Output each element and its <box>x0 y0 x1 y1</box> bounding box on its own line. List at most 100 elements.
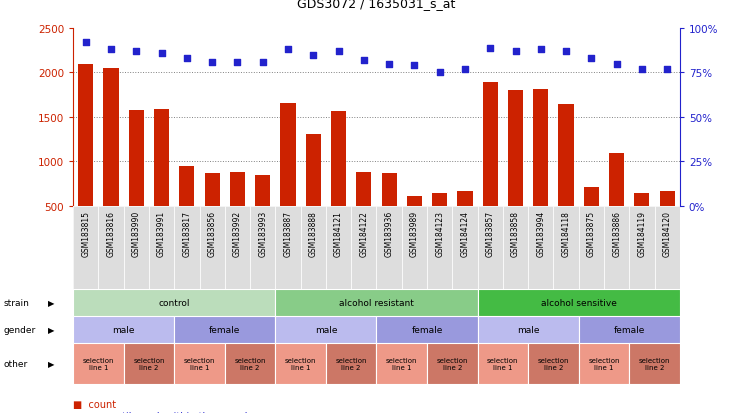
Bar <box>174 316 276 343</box>
Bar <box>558 104 574 251</box>
Bar <box>250 206 276 289</box>
Text: ▶: ▶ <box>48 298 55 307</box>
Text: selection
line 2: selection line 2 <box>538 357 569 370</box>
Text: GSM183886: GSM183886 <box>612 211 621 256</box>
Bar <box>427 206 452 289</box>
Bar <box>124 343 174 384</box>
Bar <box>255 176 270 251</box>
Text: GSM184123: GSM184123 <box>435 211 444 256</box>
Bar <box>376 343 427 384</box>
Text: GSM183858: GSM183858 <box>511 211 520 256</box>
Bar <box>477 316 579 343</box>
Point <box>257 59 268 66</box>
Point <box>282 47 294 54</box>
Bar <box>225 206 250 289</box>
Bar <box>276 343 326 384</box>
Text: GSM183994: GSM183994 <box>537 211 545 257</box>
Bar <box>604 206 629 289</box>
Text: selection
line 1: selection line 1 <box>285 357 317 370</box>
Bar <box>432 194 447 251</box>
Text: GSM183990: GSM183990 <box>132 211 141 257</box>
Bar <box>654 206 680 289</box>
Bar <box>528 343 579 384</box>
Text: ■  count: ■ count <box>73 399 116 408</box>
Text: selection
line 1: selection line 1 <box>487 357 518 370</box>
Bar <box>174 206 200 289</box>
Bar <box>629 343 680 384</box>
Bar <box>427 343 477 384</box>
Bar <box>129 111 144 251</box>
Text: selection
line 2: selection line 2 <box>235 357 266 370</box>
Point <box>358 57 370 64</box>
Point <box>333 49 344 55</box>
Bar <box>78 64 94 251</box>
Bar <box>174 343 225 384</box>
Bar <box>225 343 276 384</box>
Point <box>611 61 623 68</box>
Point <box>510 49 521 55</box>
Point <box>662 66 673 73</box>
Text: selection
line 2: selection line 2 <box>336 357 367 370</box>
Bar <box>402 206 427 289</box>
Point <box>485 45 496 52</box>
Bar <box>376 316 477 343</box>
Text: selection
line 1: selection line 1 <box>386 357 417 370</box>
Bar <box>276 289 477 316</box>
Point <box>130 49 142 55</box>
Text: selection
line 1: selection line 1 <box>83 357 114 370</box>
Text: ■  percentile rank within the sample: ■ percentile rank within the sample <box>73 411 254 413</box>
Text: GSM183993: GSM183993 <box>258 211 268 257</box>
Bar <box>351 206 376 289</box>
Bar <box>154 110 169 251</box>
Bar <box>104 69 118 251</box>
Bar <box>579 343 629 384</box>
Point <box>232 59 243 66</box>
Text: GSM184119: GSM184119 <box>637 211 646 256</box>
Bar <box>356 173 371 251</box>
Bar <box>477 206 503 289</box>
Bar <box>406 196 422 251</box>
Text: selection
line 2: selection line 2 <box>133 357 164 370</box>
Text: ▶: ▶ <box>48 359 55 368</box>
Bar <box>205 173 220 251</box>
Text: GSM184121: GSM184121 <box>334 211 343 256</box>
Bar <box>124 206 149 289</box>
Text: GSM183991: GSM183991 <box>157 211 166 256</box>
Bar <box>276 316 376 343</box>
Bar <box>477 289 680 316</box>
Bar <box>73 343 124 384</box>
Point <box>383 61 395 68</box>
Text: GSM183856: GSM183856 <box>208 211 216 256</box>
Text: GSM184124: GSM184124 <box>461 211 469 256</box>
Bar <box>528 206 553 289</box>
Point <box>308 52 319 59</box>
Bar <box>477 343 528 384</box>
Text: GSM183875: GSM183875 <box>587 211 596 256</box>
Bar <box>99 206 124 289</box>
Point <box>459 66 471 73</box>
Text: female: female <box>209 325 240 334</box>
Text: GSM183888: GSM183888 <box>308 211 318 256</box>
Bar <box>503 206 528 289</box>
Text: selection
line 1: selection line 1 <box>183 357 215 370</box>
Text: ▶: ▶ <box>48 325 55 334</box>
Text: selection
line 1: selection line 1 <box>588 357 620 370</box>
Bar <box>230 173 245 251</box>
Text: GSM183815: GSM183815 <box>81 211 90 256</box>
Bar <box>276 206 300 289</box>
Bar <box>200 206 225 289</box>
Text: GDS3072 / 1635031_s_at: GDS3072 / 1635031_s_at <box>298 0 455 10</box>
Text: selection
line 2: selection line 2 <box>639 357 670 370</box>
Point <box>206 59 218 66</box>
Point <box>156 50 167 57</box>
Bar <box>179 166 194 251</box>
Bar <box>281 104 295 251</box>
Text: GSM183817: GSM183817 <box>182 211 192 256</box>
Bar <box>376 206 402 289</box>
Point <box>560 49 572 55</box>
Bar <box>306 135 321 251</box>
Bar <box>629 206 654 289</box>
Bar <box>300 206 326 289</box>
Point <box>586 56 597 62</box>
Text: female: female <box>412 325 443 334</box>
